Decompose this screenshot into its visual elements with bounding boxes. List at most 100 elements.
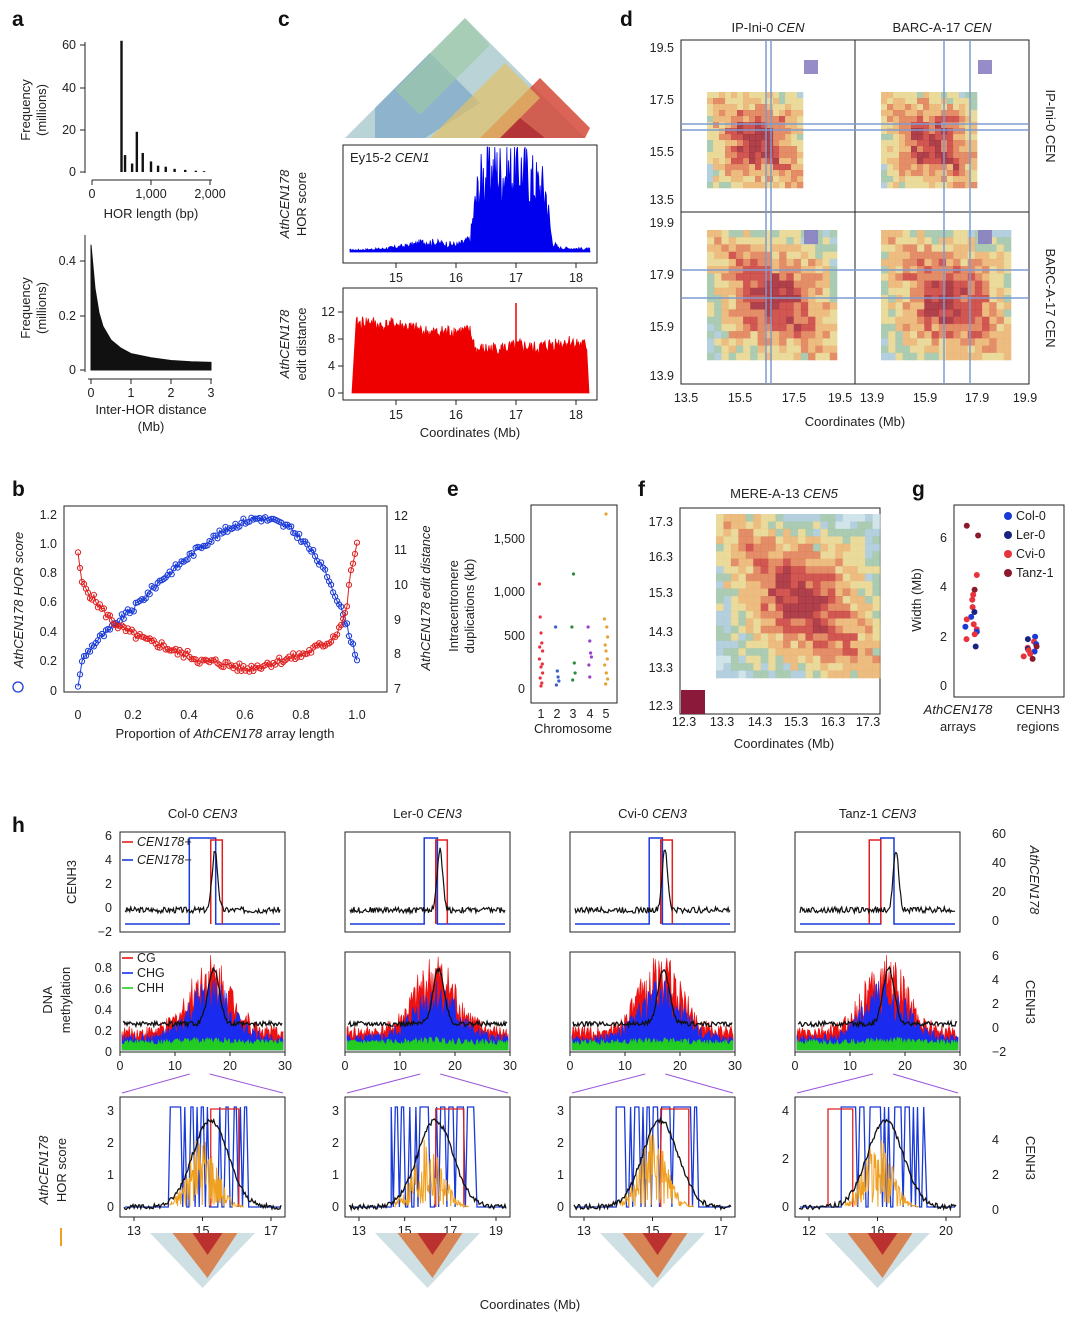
heatmap-cell [785,116,792,123]
heatmap-cell [721,287,729,296]
heatmap-cell [815,316,823,325]
heatmap-cell [723,640,732,649]
heatmap-cell [767,128,774,135]
scatter-point [540,681,544,685]
heatmap-cell [738,655,747,664]
heatmap-cell [996,302,1005,310]
heatmap-cell [775,581,784,589]
y-tick-label: 0.4 [95,1003,112,1017]
scatter-point [603,663,607,667]
heatmap-cell [783,648,791,656]
heatmap-cell [768,521,776,530]
y-tick-label: 0 [328,386,335,400]
heatmap-cell [931,237,940,245]
heatmap-cell [716,596,724,604]
heatmap-cell [793,237,802,245]
heatmap-cell [887,104,894,111]
heatmap-cell [716,640,724,649]
heatmap-cell [749,152,756,159]
heatmap-cell [790,536,799,545]
heatmap-cell [750,316,758,325]
legend-marker [1004,550,1012,558]
heatmap-cell [827,573,836,582]
x-tick-label: 30 [728,1059,742,1073]
heatmap-cell [842,633,851,642]
legend-label: Tanz-1 [1016,566,1054,580]
cenh3-trace [123,1117,282,1211]
heatmap-cell [728,280,737,289]
scatter-point [970,621,977,628]
heatmap-cell [967,309,976,317]
heatmap-cell [938,338,947,346]
heatmap-cell [775,573,784,582]
heatmap-cell [865,670,873,679]
heatmap-cell [779,176,786,183]
heatmap-cell [850,625,858,634]
x-tick-label: 15 [389,408,403,422]
heatmap-cell [850,640,858,649]
heatmap-cell [947,110,954,117]
heatmap-cell [888,316,896,325]
heatmap-cell [798,610,806,619]
heatmap-cell [798,514,806,522]
heatmap-cell [827,536,836,545]
heatmap-cell [929,116,936,123]
heatmap-cell [893,116,900,123]
heatmap-cell [745,588,754,597]
heatmap-cell [775,521,784,530]
cen178-plus-trace [435,839,449,924]
heatmap-cell [905,182,912,189]
heatmap-cell [967,331,976,339]
series-point [326,578,333,585]
series-point [220,529,227,536]
heatmap-cell [881,302,889,310]
heatmap-cell [743,110,750,117]
heatmap-cell [805,670,814,679]
heatmap-cell [935,170,942,177]
heatmap-cell [895,309,903,317]
heatmap-cell [909,323,918,332]
series-point [256,514,263,522]
heatmap-cell [745,603,754,612]
heatmap-cell [893,146,900,153]
heatmap-cell [800,251,809,260]
heatmap-cell [829,237,838,245]
heatmap-cell [829,316,838,325]
heatmap-cell [735,309,744,317]
heatmap-cell [713,110,720,117]
heatmap-cell [731,110,738,117]
heatmap-cell [745,573,754,582]
y-axis-label-units: duplications (kb) [462,559,477,654]
heatmap-cell [929,128,936,135]
heatmap-cell [850,551,858,560]
heatmap-cell [749,122,756,129]
heatmap-cell [723,514,732,522]
contact-triangle [825,1233,930,1288]
heatmap-cell [835,536,844,545]
heatmap-cell [808,352,816,361]
heatmap-cell [761,128,768,135]
heatmap-cell [967,230,976,238]
heatmap-cell [753,633,762,642]
scatter-point [604,512,608,516]
heatmap-cell [829,287,838,296]
heatmap-cell [842,596,851,604]
legend-label: Ler-0 [1016,528,1045,542]
heatmap-cell [731,182,738,189]
heatmap-cell [911,98,918,105]
heatmap-cell [887,134,894,141]
heatmap-cell [735,230,744,238]
heatmap-cell [779,104,786,111]
heatmap-cell [812,670,821,679]
heatmap-cell [772,244,780,252]
heatmap-cell [923,104,930,111]
blue-step-trace [575,1106,730,1208]
heatmap-cell [947,164,954,171]
column-title: Col-0 CEN3 [168,806,238,821]
heatmap-cell [761,98,768,105]
heatmap-cell [786,287,794,296]
heatmap-cell [857,610,866,619]
x-tick-label: 19 [489,1224,503,1238]
heatmap-cell [974,309,983,317]
